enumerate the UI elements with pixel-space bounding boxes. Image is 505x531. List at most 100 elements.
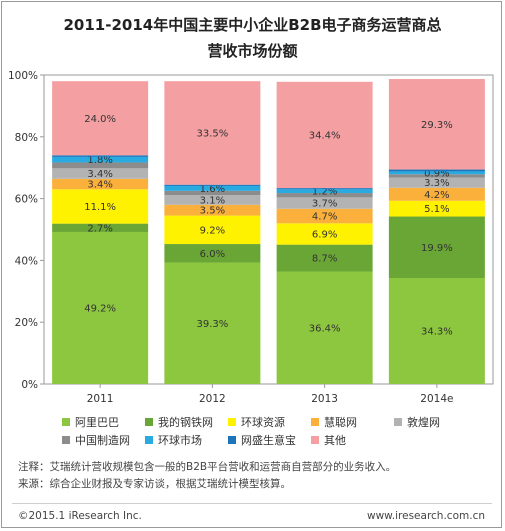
legend-item: 环球资源 bbox=[228, 414, 311, 430]
website-text: www.iresearch.com.cn bbox=[366, 510, 485, 522]
bar-segment bbox=[52, 155, 149, 157]
notes: 注释：艾瑞统计营收规模包含一般的B2B平台营收和运营商自营部分的业务收入。 来源… bbox=[18, 459, 396, 493]
legend-item: 阿里巴巴 bbox=[62, 414, 145, 430]
data-label: 39.3% bbox=[196, 319, 228, 330]
data-label: 3.5% bbox=[200, 206, 225, 217]
data-label: 29.3% bbox=[421, 120, 453, 131]
bar-segment bbox=[388, 169, 485, 172]
x-tick-label: 2013 bbox=[311, 393, 338, 405]
data-label: 1.6% bbox=[200, 184, 225, 195]
data-label: 49.2% bbox=[84, 303, 116, 314]
bar-segment bbox=[276, 223, 373, 245]
bar-segment bbox=[52, 162, 149, 169]
legend-swatch bbox=[62, 436, 70, 444]
data-label: 4.7% bbox=[312, 212, 337, 223]
data-label: 4.2% bbox=[424, 190, 449, 201]
legend-swatch bbox=[62, 418, 70, 426]
legend-item: 敦煌网 bbox=[394, 414, 477, 430]
data-label: 34.3% bbox=[421, 327, 453, 338]
data-label: 3.3% bbox=[424, 178, 449, 189]
bar-segment bbox=[388, 200, 485, 217]
legend-item: 我的钢铁网 bbox=[145, 414, 228, 430]
legend-label: 网盛生意宝 bbox=[241, 434, 296, 447]
bar-segment bbox=[164, 204, 261, 216]
title-line-1: 2011-2014年中国主要中小企业B2B电子商务运营商总 bbox=[63, 16, 442, 34]
legend-label: 环球市场 bbox=[158, 434, 202, 447]
legend-label: 中国制造网 bbox=[75, 434, 130, 447]
legend-item: 环球市场 bbox=[145, 432, 228, 448]
bar-segment bbox=[52, 223, 149, 232]
data-label: 36.4% bbox=[309, 323, 341, 334]
title-line-2: 营收市场份额 bbox=[207, 42, 298, 60]
bar-segment bbox=[52, 231, 149, 384]
x-tick-label: 2011 bbox=[87, 393, 114, 405]
data-label: 33.5% bbox=[196, 128, 228, 139]
data-label: 1.2% bbox=[312, 187, 337, 198]
bar-segment bbox=[388, 187, 485, 201]
data-label: 3.4% bbox=[87, 180, 112, 191]
data-label: 6.9% bbox=[312, 229, 337, 240]
data-label: 2.7% bbox=[87, 223, 112, 234]
bar-segment bbox=[164, 184, 261, 186]
y-tick-label: 100% bbox=[8, 70, 38, 82]
y-tick-label: 40% bbox=[15, 255, 38, 267]
bar-segment bbox=[164, 244, 261, 263]
legend-swatch bbox=[228, 436, 236, 444]
legend-item: 网盛生意宝 bbox=[228, 432, 311, 448]
source-text: 来源：综合企业财报及专家访谈，根据艾瑞统计模型核算。 bbox=[18, 478, 291, 490]
legend-label: 慧聪网 bbox=[324, 416, 357, 429]
plot-area bbox=[43, 74, 494, 385]
y-tick-label: 20% bbox=[15, 317, 38, 329]
legend-label: 其他 bbox=[324, 434, 346, 447]
bar-segment bbox=[276, 208, 373, 224]
bar-segment bbox=[388, 216, 485, 279]
y-tick-label: 60% bbox=[15, 194, 38, 206]
legend-item: 中国制造网 bbox=[62, 432, 145, 448]
legend-swatch bbox=[228, 418, 236, 426]
legend-label: 我的钢铁网 bbox=[158, 416, 213, 429]
bar-segment bbox=[164, 185, 261, 191]
note-text: 注释：艾瑞统计营收规模包含一般的B2B平台营收和运营商自营部分的业务收入。 bbox=[18, 461, 397, 473]
bar-segment bbox=[388, 278, 485, 384]
data-label: 1.8% bbox=[87, 155, 112, 166]
bar-segment bbox=[164, 81, 261, 185]
bar-segment bbox=[276, 189, 373, 194]
data-label: 6.0% bbox=[200, 249, 225, 260]
legend-item: 其他 bbox=[311, 432, 394, 448]
data-label: 19.9% bbox=[421, 243, 453, 254]
legend-label: 环球资源 bbox=[241, 416, 285, 429]
legend-label: 阿里巴巴 bbox=[75, 416, 119, 429]
bar-segment bbox=[388, 174, 485, 178]
x-tick-label: 2012 bbox=[199, 393, 226, 405]
data-label: 8.7% bbox=[312, 254, 337, 265]
data-label: 34.4% bbox=[309, 130, 341, 141]
y-tick-label: 0% bbox=[21, 379, 38, 391]
copyright-text: ©2015.1 iResearch Inc. bbox=[18, 510, 142, 522]
y-tick-label: 80% bbox=[15, 132, 38, 144]
bar-segment bbox=[164, 190, 261, 196]
data-label: 9.2% bbox=[200, 225, 225, 236]
data-label: 5.1% bbox=[424, 204, 449, 215]
legend-row: 阿里巴巴 我的钢铁网 环球资源 慧聪网 敦煌网 bbox=[62, 413, 492, 431]
x-tick-label: 2014e bbox=[420, 393, 453, 405]
bar-segment bbox=[164, 215, 261, 245]
chart-legend: 阿里巴巴 我的钢铁网 环球资源 慧聪网 敦煌网中国制造网 环球市场 网盛生意宝 其他 bbox=[62, 413, 492, 449]
legend-swatch bbox=[311, 436, 319, 444]
footer-divider bbox=[12, 503, 492, 504]
legend-row: 中国制造网 环球市场 网盛生意宝 其他 bbox=[62, 431, 492, 449]
bar-segment bbox=[164, 262, 261, 384]
stacked-bar-chart: 0% 20% 40% 60% 80% 100% 49.2% 2.7% 11.1% 3.4%3.4%… bbox=[8, 70, 494, 405]
bar-segment bbox=[276, 197, 373, 209]
data-label: 24.0% bbox=[84, 114, 116, 125]
bar-segment bbox=[52, 156, 149, 163]
legend-item: 慧聪网 bbox=[311, 414, 394, 430]
bar-segment bbox=[276, 193, 373, 198]
data-label: 3.4% bbox=[87, 169, 112, 180]
bar-segment bbox=[52, 178, 149, 190]
data-label: 0.9% bbox=[424, 168, 449, 179]
data-label: 11.1% bbox=[84, 202, 116, 213]
chart-title: 2011-2014年中国主要中小企业B2B电子商务运营商总 营收市场份额 bbox=[0, 12, 505, 64]
bar-segment bbox=[52, 168, 149, 179]
legend-label: 敦煌网 bbox=[407, 416, 440, 429]
legend-swatch bbox=[145, 418, 153, 426]
